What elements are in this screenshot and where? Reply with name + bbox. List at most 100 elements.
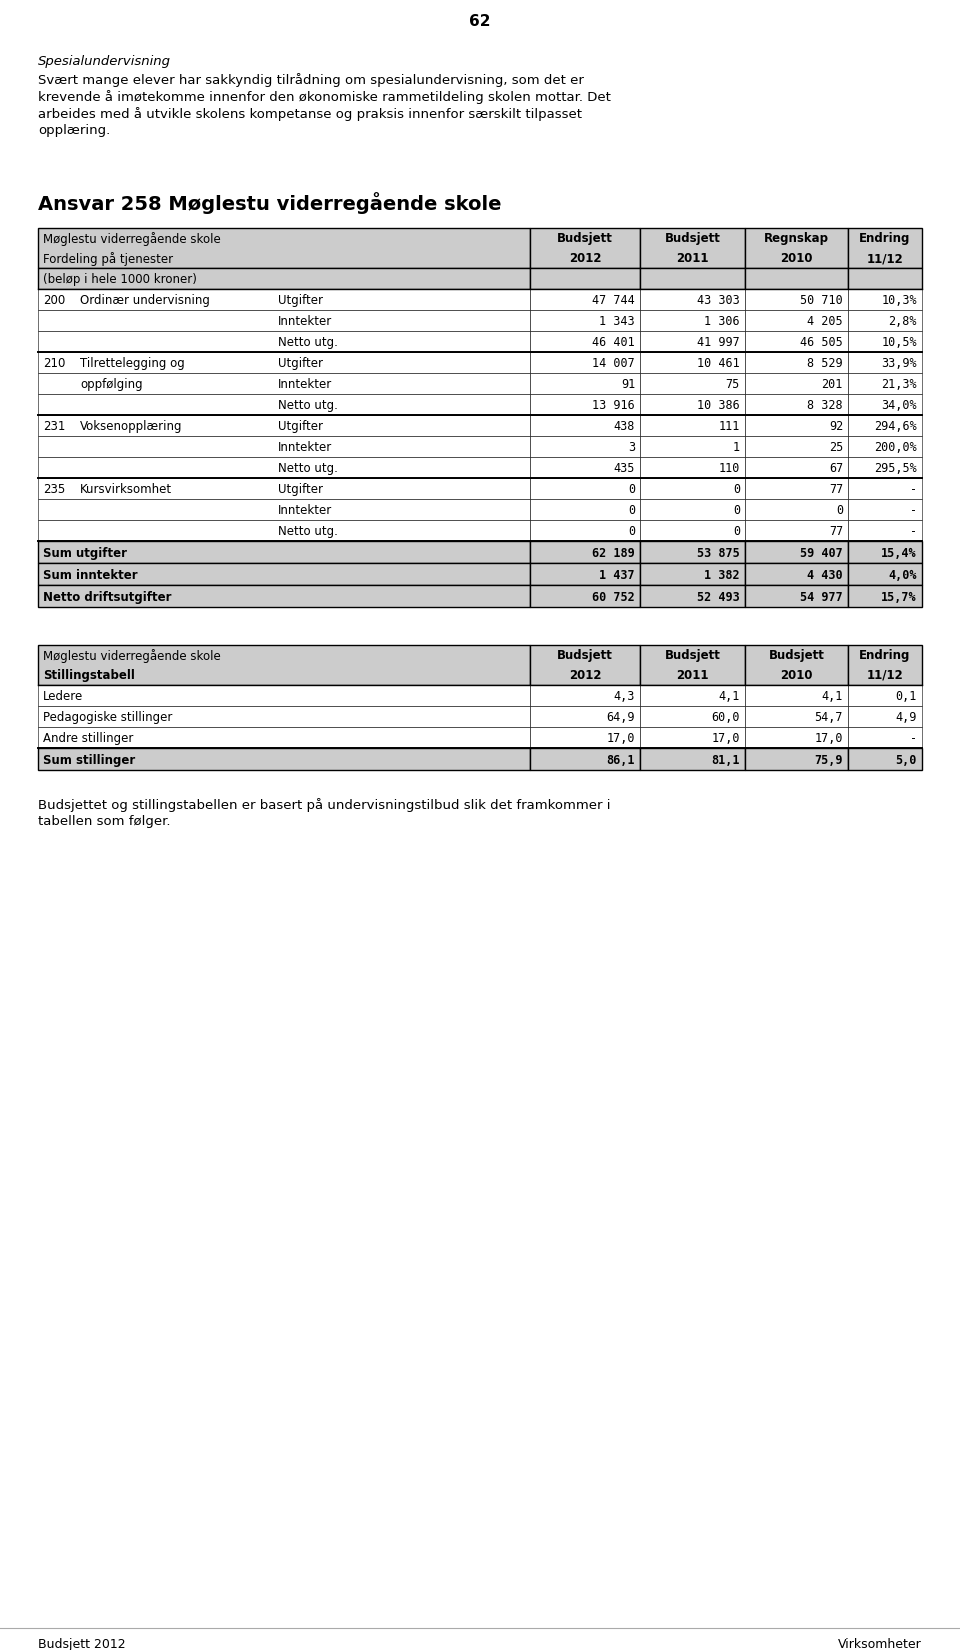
Bar	[640, 478, 745, 498]
Text: Voksenopplæring: Voksenopplæring	[80, 421, 182, 432]
Text: 231: 231	[43, 421, 65, 432]
Bar	[745, 563, 848, 586]
Text: 53 875: 53 875	[697, 548, 740, 559]
Text: 0: 0	[732, 483, 740, 497]
Text: 295,5%: 295,5%	[875, 462, 917, 475]
Text: 1 343: 1 343	[599, 315, 635, 328]
Bar	[530, 436, 640, 457]
Text: 1 306: 1 306	[705, 315, 740, 328]
Bar	[530, 457, 640, 478]
Bar	[530, 541, 640, 563]
Text: opplæring.: opplæring.	[38, 124, 110, 137]
Text: 54,7: 54,7	[814, 711, 843, 724]
Text: Svært mange elever har sakkyndig tilrådning om spesialundervisning, som det er: Svært mange elever har sakkyndig tilrådn…	[38, 73, 584, 87]
Bar	[38, 310, 530, 332]
Text: Utgifter: Utgifter	[278, 483, 323, 497]
Text: 54 977: 54 977	[801, 591, 843, 604]
Text: 4,1: 4,1	[719, 690, 740, 703]
Text: 0,1: 0,1	[896, 690, 917, 703]
Text: 13 916: 13 916	[592, 399, 635, 412]
Text: 1: 1	[732, 441, 740, 454]
Text: 200,0%: 200,0%	[875, 441, 917, 454]
Text: 2012: 2012	[568, 668, 601, 681]
Text: 4,9: 4,9	[896, 711, 917, 724]
Text: Netto utg.: Netto utg.	[278, 399, 338, 412]
Bar	[530, 586, 640, 607]
Text: 10,5%: 10,5%	[881, 337, 917, 350]
Bar	[38, 520, 530, 541]
Text: arbeides med å utvikle skolens kompetanse og praksis innenfor særskilt tilpasset: arbeides med å utvikle skolens kompetans…	[38, 107, 582, 120]
Text: Andre stillinger: Andre stillinger	[43, 733, 133, 746]
Bar	[640, 747, 745, 771]
Text: 17,0: 17,0	[814, 733, 843, 746]
Bar	[640, 351, 745, 373]
Text: Utgifter: Utgifter	[278, 356, 323, 370]
Bar	[530, 520, 640, 541]
Text: 2010: 2010	[780, 252, 813, 266]
Bar	[530, 706, 640, 728]
Text: 34,0%: 34,0%	[881, 399, 917, 412]
Text: Budsjett: Budsjett	[664, 233, 720, 244]
Text: 2010: 2010	[780, 668, 813, 681]
Bar	[745, 520, 848, 541]
Bar	[38, 685, 530, 706]
Text: 33,9%: 33,9%	[881, 356, 917, 370]
Text: 438: 438	[613, 421, 635, 432]
Text: 60 752: 60 752	[592, 591, 635, 604]
Bar	[530, 228, 640, 267]
Text: Pedagogiske stillinger: Pedagogiske stillinger	[43, 711, 173, 724]
Text: 2011: 2011	[676, 252, 708, 266]
Text: Kursvirksomhet: Kursvirksomhet	[80, 483, 172, 497]
Text: 77: 77	[828, 483, 843, 497]
Text: 0: 0	[732, 503, 740, 516]
Bar	[640, 563, 745, 586]
Text: 0: 0	[836, 503, 843, 516]
Bar	[640, 457, 745, 478]
Text: 75,9: 75,9	[814, 754, 843, 767]
Text: 17,0: 17,0	[607, 733, 635, 746]
Bar	[38, 706, 530, 728]
Bar	[745, 478, 848, 498]
Text: 8 529: 8 529	[807, 356, 843, 370]
Bar	[530, 416, 640, 436]
Text: 43 303: 43 303	[697, 294, 740, 307]
Bar	[848, 267, 922, 289]
Text: 10,3%: 10,3%	[881, 294, 917, 307]
Text: Netto driftsutgifter: Netto driftsutgifter	[43, 591, 172, 604]
Bar	[848, 706, 922, 728]
Text: -: -	[910, 525, 917, 538]
Text: 111: 111	[719, 421, 740, 432]
Text: 4,0%: 4,0%	[889, 569, 917, 582]
Bar	[848, 457, 922, 478]
Bar	[848, 351, 922, 373]
Text: Netto utg.: Netto utg.	[278, 525, 338, 538]
Bar	[640, 645, 745, 685]
Text: Budsjett: Budsjett	[557, 648, 612, 662]
Text: 77: 77	[828, 525, 843, 538]
Text: Endring: Endring	[859, 648, 911, 662]
Text: 46 505: 46 505	[801, 337, 843, 350]
Text: Inntekter: Inntekter	[278, 503, 332, 516]
Text: 0: 0	[732, 525, 740, 538]
Bar	[848, 498, 922, 520]
Bar	[530, 747, 640, 771]
Bar	[745, 747, 848, 771]
Text: 2012: 2012	[568, 252, 601, 266]
Text: 435: 435	[613, 462, 635, 475]
Bar	[640, 436, 745, 457]
Text: Budsjett: Budsjett	[664, 648, 720, 662]
Bar	[38, 373, 530, 394]
Text: Inntekter: Inntekter	[278, 315, 332, 328]
Bar	[745, 228, 848, 267]
Bar	[745, 645, 848, 685]
Bar	[38, 541, 530, 563]
Text: Utgifter: Utgifter	[278, 421, 323, 432]
Bar	[530, 728, 640, 747]
Bar	[530, 394, 640, 416]
Text: 67: 67	[828, 462, 843, 475]
Bar	[38, 228, 530, 267]
Bar	[38, 747, 530, 771]
Text: 64,9: 64,9	[607, 711, 635, 724]
Text: Netto utg.: Netto utg.	[278, 462, 338, 475]
Text: 0: 0	[628, 503, 635, 516]
